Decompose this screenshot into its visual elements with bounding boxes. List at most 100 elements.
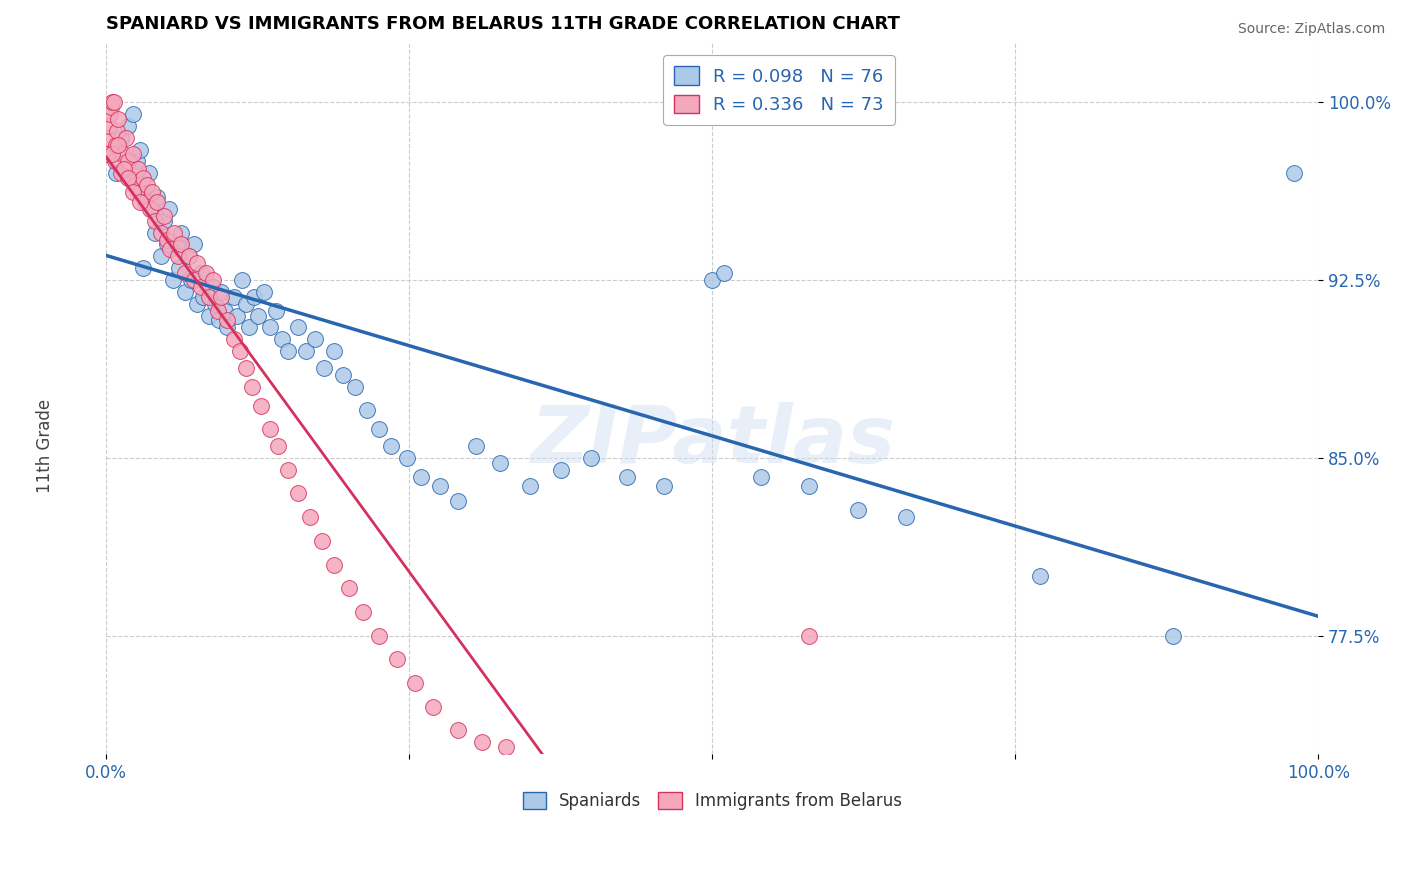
Point	[177, 249, 200, 263]
Point	[122, 147, 145, 161]
Point	[228, 344, 250, 359]
Point	[122, 107, 145, 121]
Point	[163, 226, 186, 240]
Point	[395, 450, 418, 465]
Point	[368, 629, 391, 643]
Point	[129, 186, 152, 200]
Point	[238, 320, 260, 334]
Point	[240, 380, 263, 394]
Point	[271, 332, 294, 346]
Point	[156, 237, 179, 252]
Point	[143, 226, 166, 240]
Point	[298, 510, 321, 524]
Point	[177, 249, 200, 263]
Point	[207, 303, 229, 318]
Point	[104, 166, 127, 180]
Point	[125, 154, 148, 169]
Point	[208, 313, 231, 327]
Point	[112, 161, 135, 176]
Point	[235, 360, 257, 375]
Point	[799, 479, 821, 493]
Point	[314, 360, 336, 375]
Point	[157, 202, 180, 216]
Point	[180, 273, 202, 287]
Point	[356, 403, 378, 417]
Point	[267, 439, 290, 453]
Point	[186, 256, 208, 270]
Point	[550, 463, 572, 477]
Point	[209, 290, 232, 304]
Point	[114, 130, 136, 145]
Point	[231, 273, 253, 287]
Point	[799, 629, 821, 643]
Point	[337, 581, 360, 595]
Point	[352, 605, 374, 619]
Point	[98, 107, 121, 121]
Point	[702, 273, 724, 287]
Point	[107, 112, 129, 126]
Point	[174, 285, 197, 299]
Point	[135, 190, 157, 204]
Point	[110, 166, 132, 180]
Point	[183, 237, 205, 252]
Point	[124, 178, 146, 193]
Point	[411, 470, 433, 484]
Point	[131, 171, 153, 186]
Point	[287, 486, 309, 500]
Point	[253, 285, 276, 299]
Point	[143, 213, 166, 227]
Point	[103, 95, 125, 110]
Point	[447, 723, 470, 738]
Point	[156, 233, 179, 247]
Point	[117, 171, 139, 186]
Point	[287, 320, 309, 334]
Point	[101, 95, 124, 110]
Point	[97, 119, 120, 133]
Point	[209, 285, 232, 299]
Point	[235, 296, 257, 310]
Point	[323, 558, 346, 572]
Point	[217, 320, 239, 334]
Point	[96, 130, 118, 145]
Point	[146, 190, 169, 204]
Point	[100, 100, 122, 114]
Point	[259, 422, 281, 436]
Point	[226, 309, 249, 323]
Point	[153, 213, 176, 227]
Point	[104, 154, 127, 169]
Point	[190, 266, 212, 280]
Text: ZIPatlas: ZIPatlas	[530, 402, 894, 480]
Point	[464, 439, 486, 453]
Point	[749, 470, 772, 484]
Point	[162, 273, 184, 287]
Point	[1282, 166, 1305, 180]
Point	[194, 266, 217, 280]
Point	[471, 735, 494, 749]
Point	[217, 313, 239, 327]
Point	[159, 242, 181, 256]
Point	[846, 503, 869, 517]
Point	[127, 161, 149, 176]
Point	[201, 280, 224, 294]
Point	[117, 154, 139, 169]
Point	[153, 209, 176, 223]
Point	[190, 280, 212, 294]
Point	[447, 493, 470, 508]
Point	[166, 249, 188, 263]
Point	[332, 368, 354, 382]
Point	[149, 226, 172, 240]
Point	[277, 344, 299, 359]
Text: SPANIARD VS IMMIGRANTS FROM BELARUS 11TH GRADE CORRELATION CHART: SPANIARD VS IMMIGRANTS FROM BELARUS 11TH…	[107, 15, 900, 33]
Point	[323, 344, 346, 359]
Point	[105, 123, 128, 137]
Point	[616, 470, 638, 484]
Point	[166, 237, 188, 252]
Legend: Spaniards, Immigrants from Belarus: Spaniards, Immigrants from Belarus	[516, 786, 908, 817]
Point	[343, 380, 366, 394]
Point	[243, 290, 266, 304]
Point	[1161, 629, 1184, 643]
Point	[139, 202, 162, 216]
Text: 11th Grade: 11th Grade	[37, 399, 53, 493]
Point	[264, 303, 287, 318]
Point	[304, 332, 326, 346]
